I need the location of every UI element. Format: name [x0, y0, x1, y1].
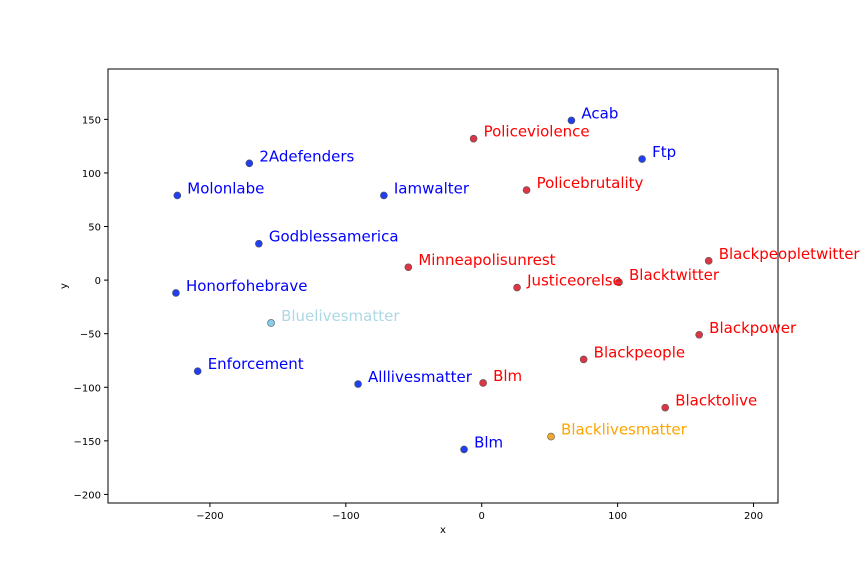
y-tick-label: −50	[80, 330, 101, 341]
point-label: Blm	[474, 433, 503, 451]
point-label: Blackpower	[709, 319, 797, 337]
y-axis-ticks: −200 −150 −100 −50 0 50 100 150	[74, 115, 108, 501]
point-label: Ftp	[652, 143, 676, 161]
y-tick-label: 150	[82, 115, 101, 126]
data-point	[638, 155, 646, 163]
point-label: Blackpeopletwitter	[719, 245, 861, 263]
point-label: 2Adefenders	[259, 147, 354, 165]
point-label: Blacktwitter	[629, 266, 720, 284]
point-label: Iamwalter	[394, 179, 470, 197]
point-label: Policeviolence	[484, 123, 590, 141]
y-tick-label: −100	[74, 383, 101, 394]
point-labels: Acab Ftp 2Adefenders Molonlabe Iamwalter Godb…	[186, 104, 860, 451]
data-point	[615, 278, 623, 287]
point-label: Alllivesmatter	[368, 368, 473, 386]
data-point	[267, 319, 275, 327]
data-point	[255, 239, 263, 248]
point-label: Blacklivesmatter	[561, 421, 688, 439]
point-label: Blacktolive	[675, 392, 757, 410]
y-tick-label: 100	[82, 169, 101, 180]
x-tick-label: 200	[744, 511, 763, 522]
data-point	[172, 289, 180, 297]
data-point	[695, 330, 703, 339]
data-point	[522, 186, 531, 194]
point-label: Minneapolisunrest	[418, 251, 555, 269]
data-point	[354, 380, 362, 388]
point-label: Acab	[581, 104, 618, 122]
data-point	[704, 257, 713, 265]
y-tick-label: 50	[88, 223, 101, 234]
x-tick-label: 100	[608, 511, 627, 522]
x-tick-label: −100	[332, 511, 359, 522]
x-axis-label: x	[440, 525, 446, 536]
data-point	[404, 263, 413, 272]
data-point	[579, 355, 588, 364]
data-point	[193, 367, 202, 375]
data-point	[469, 134, 478, 143]
plot-area	[107, 68, 779, 504]
data-point	[547, 432, 555, 441]
point-label: Enforcement	[208, 355, 304, 373]
data-point	[567, 116, 576, 125]
y-tick-label: 0	[95, 276, 101, 287]
x-tick-label: −200	[196, 511, 223, 522]
point-label: Blackpeople	[594, 343, 685, 361]
data-point	[173, 191, 182, 200]
point-label: Bluelivesmatter	[281, 307, 400, 325]
x-axis-ticks: −200 −100 0 100 200	[196, 503, 763, 522]
point-label: Honorfohebrave	[186, 277, 308, 295]
point-label: Blm	[493, 367, 522, 385]
y-tick-label: −200	[74, 490, 101, 501]
x-tick-label: 0	[479, 511, 485, 522]
point-label: Justiceorelse	[526, 272, 622, 290]
data-point	[380, 191, 388, 200]
data-points	[172, 116, 713, 454]
data-point	[479, 379, 487, 387]
y-tick-label: −150	[74, 437, 101, 448]
data-point	[460, 445, 468, 454]
y-axis-label: y	[59, 283, 70, 289]
point-label: Molonlabe	[187, 179, 264, 197]
data-point	[245, 159, 254, 168]
data-point	[513, 283, 521, 292]
point-label: Policebrutality	[537, 174, 644, 192]
data-point	[661, 403, 670, 412]
point-label: Godblessamerica	[269, 228, 399, 246]
